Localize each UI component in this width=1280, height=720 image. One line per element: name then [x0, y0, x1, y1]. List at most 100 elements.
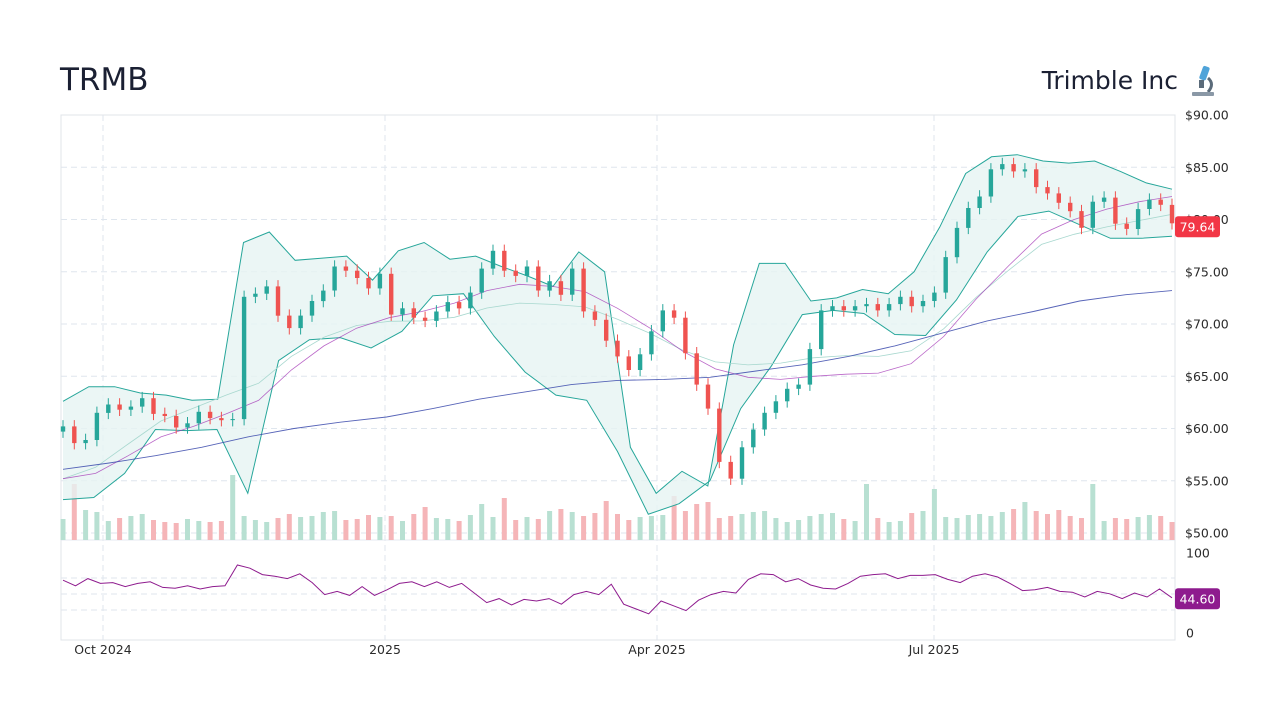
candle[interactable]: [1045, 180, 1050, 200]
candle[interactable]: [275, 280, 281, 322]
candle[interactable]: [604, 313, 609, 348]
candle[interactable]: [219, 411, 224, 427]
candle[interactable]: [287, 309, 292, 335]
candle[interactable]: [479, 262, 484, 299]
candle[interactable]: [162, 407, 167, 423]
candle[interactable]: [954, 221, 960, 264]
candle[interactable]: [434, 305, 439, 328]
candle[interactable]: [309, 294, 315, 322]
candle[interactable]: [513, 264, 518, 283]
candle[interactable]: [83, 433, 88, 450]
candle[interactable]: [1000, 157, 1005, 176]
candle[interactable]: [830, 300, 835, 317]
candle[interactable]: [321, 284, 326, 308]
candle[interactable]: [128, 400, 134, 416]
candle[interactable]: [717, 402, 722, 469]
candle[interactable]: [536, 260, 541, 297]
candle[interactable]: [966, 201, 971, 235]
candle[interactable]: [898, 290, 903, 311]
candle[interactable]: [558, 274, 564, 301]
candle[interactable]: [94, 406, 100, 447]
candle[interactable]: [140, 391, 145, 413]
candle[interactable]: [106, 398, 111, 420]
candle[interactable]: [241, 290, 247, 426]
candle[interactable]: [1090, 195, 1095, 235]
candle[interactable]: [570, 262, 575, 301]
candle[interactable]: [1135, 202, 1141, 236]
candle[interactable]: [864, 297, 869, 313]
candle[interactable]: [1034, 163, 1039, 194]
candle[interactable]: [1068, 196, 1073, 218]
candle[interactable]: [581, 262, 586, 318]
candle[interactable]: [694, 347, 699, 391]
candle[interactable]: [72, 420, 77, 450]
candle[interactable]: [1169, 198, 1175, 230]
candle[interactable]: [705, 378, 711, 415]
candle[interactable]: [1124, 217, 1129, 236]
candle[interactable]: [592, 305, 598, 327]
candle[interactable]: [547, 274, 552, 297]
candle[interactable]: [909, 290, 914, 313]
candle[interactable]: [1056, 187, 1061, 210]
candle[interactable]: [196, 405, 201, 430]
candle[interactable]: [1011, 157, 1016, 178]
candle[interactable]: [852, 300, 858, 317]
candle[interactable]: [1022, 163, 1028, 178]
candle[interactable]: [637, 348, 643, 377]
candle[interactable]: [411, 302, 416, 324]
candle[interactable]: [626, 350, 631, 377]
candle[interactable]: [343, 260, 349, 277]
candle[interactable]: [762, 406, 767, 436]
candle[interactable]: [671, 304, 677, 324]
candle[interactable]: [332, 260, 337, 297]
candle[interactable]: [468, 286, 473, 315]
candle[interactable]: [230, 412, 235, 427]
candle[interactable]: [920, 294, 926, 313]
candle[interactable]: [819, 304, 824, 356]
candle[interactable]: [298, 309, 303, 335]
candle[interactable]: [1101, 191, 1107, 208]
candle[interactable]: [207, 405, 213, 425]
candle[interactable]: [60, 420, 66, 438]
candle[interactable]: [649, 325, 654, 361]
candle[interactable]: [456, 295, 462, 315]
candle[interactable]: [977, 190, 982, 215]
candle[interactable]: [502, 244, 507, 277]
candle[interactable]: [988, 163, 994, 203]
candle[interactable]: [1113, 191, 1118, 230]
candlesticks[interactable]: [60, 157, 1175, 485]
candle[interactable]: [660, 304, 665, 338]
candle[interactable]: [751, 423, 756, 454]
candle[interactable]: [932, 286, 937, 308]
candle[interactable]: [785, 382, 790, 408]
candle[interactable]: [875, 297, 880, 317]
candle[interactable]: [355, 264, 360, 285]
candle[interactable]: [400, 302, 405, 321]
candle[interactable]: [366, 271, 371, 295]
candle[interactable]: [524, 260, 530, 283]
candle[interactable]: [773, 395, 779, 420]
candle[interactable]: [117, 398, 122, 416]
candle[interactable]: [807, 342, 813, 391]
candle[interactable]: [389, 267, 394, 321]
candle[interactable]: [377, 267, 383, 295]
candle[interactable]: [615, 334, 620, 363]
candle[interactable]: [1079, 204, 1084, 235]
candle[interactable]: [174, 409, 179, 434]
candle[interactable]: [151, 391, 156, 421]
candle[interactable]: [185, 417, 190, 434]
candle[interactable]: [728, 455, 733, 485]
candle[interactable]: [445, 295, 450, 318]
candle[interactable]: [1147, 193, 1152, 216]
candle[interactable]: [1158, 193, 1163, 212]
candle[interactable]: [264, 280, 269, 300]
candle[interactable]: [841, 300, 846, 317]
candle[interactable]: [886, 297, 892, 317]
candle[interactable]: [253, 287, 258, 304]
candle[interactable]: [739, 441, 745, 485]
candle[interactable]: [683, 311, 688, 360]
candle[interactable]: [422, 311, 428, 328]
candle[interactable]: [943, 250, 948, 299]
candle[interactable]: [796, 378, 801, 396]
